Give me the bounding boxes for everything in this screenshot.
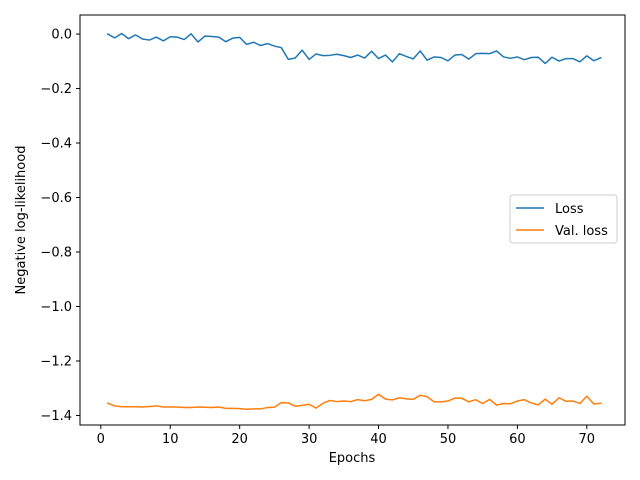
legend-label-val-loss: Val. loss xyxy=(555,224,608,239)
x-tick-label: 60 xyxy=(509,432,526,447)
x-tick-label: 10 xyxy=(162,432,179,447)
series-line-loss xyxy=(106,32,602,65)
chart-marks xyxy=(106,32,602,410)
x-axis-label: Epochs xyxy=(329,451,376,466)
y-tick-label: −0.4 xyxy=(40,137,72,152)
legend-label-loss: Loss xyxy=(555,202,584,217)
chart-axes: 0 10 20 30 40 50 60 70 0.0 −0.2 −0.4 −0.6 −0.8 −1.0 −1… xyxy=(40,14,626,447)
y-tick-label: −1.4 xyxy=(40,409,72,424)
y-tick-label: −1.0 xyxy=(40,300,72,315)
legend: Loss Val. loss xyxy=(509,194,618,244)
y-axis-label: Negative log-likelihood xyxy=(14,146,29,295)
y-tick-label: −0.2 xyxy=(40,82,72,97)
legend-box xyxy=(509,194,618,244)
series-line-val-loss xyxy=(106,393,602,410)
x-tick-label: 70 xyxy=(579,432,596,447)
x-tick-label: 40 xyxy=(370,432,387,447)
y-tick-label: −0.6 xyxy=(40,191,72,206)
x-tick-label: 30 xyxy=(301,432,318,447)
y-tick-label: 0.0 xyxy=(51,28,72,43)
y-tick-label: −1.2 xyxy=(40,354,72,369)
plot-frame xyxy=(79,14,626,426)
x-tick-label: 20 xyxy=(231,432,248,447)
x-tick-label: 0 xyxy=(97,432,105,447)
x-tick-label: 50 xyxy=(440,432,457,447)
y-tick-label: −0.8 xyxy=(40,246,72,261)
